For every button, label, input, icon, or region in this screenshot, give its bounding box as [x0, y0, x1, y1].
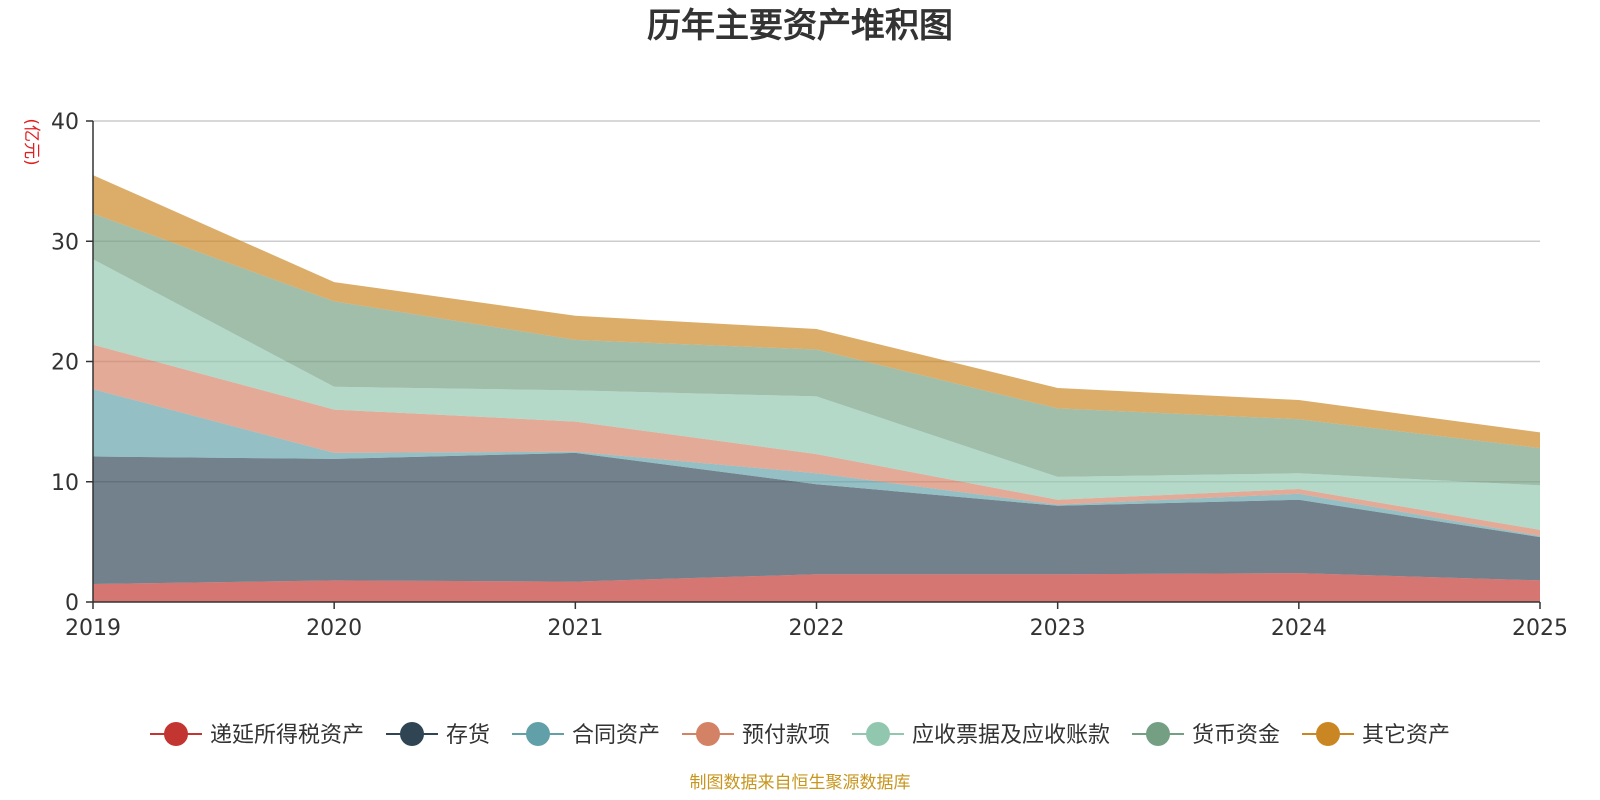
area-series-group [93, 175, 1540, 602]
legend-label-0: 递延所得税资产 [210, 723, 364, 748]
legend-marker-4 [866, 722, 890, 746]
legend-item-1[interactable]: 存货 [386, 722, 490, 748]
x-tick-label-2022: 2022 [789, 616, 845, 641]
x-tick-label-2024: 2024 [1271, 616, 1327, 641]
x-tick-label-2019: 2019 [65, 616, 121, 641]
y-tick-label-30: 30 [51, 230, 79, 255]
legend-item-5[interactable]: 货币资金 [1132, 722, 1280, 748]
legend-marker-0 [164, 722, 188, 746]
legend-label-1: 存货 [446, 723, 490, 748]
legend-item-3[interactable]: 预付款项 [682, 722, 830, 748]
legend-label-5: 货币资金 [1192, 723, 1280, 748]
y-tick-label-0: 0 [65, 591, 79, 616]
legend-marker-2 [526, 722, 550, 746]
x-tick-label-2025: 2025 [1512, 616, 1568, 641]
x-tick-label-2020: 2020 [306, 616, 362, 641]
legend-item-2[interactable]: 合同资产 [512, 722, 660, 748]
legend-marker-1 [400, 722, 424, 746]
y-tick-label-10: 10 [51, 471, 79, 496]
legend-label-3: 预付款项 [742, 723, 830, 748]
legend-marker-3 [696, 722, 720, 746]
x-tick-label-2023: 2023 [1030, 616, 1086, 641]
y-tick-label-40: 40 [51, 110, 79, 135]
area-series-0[interactable] [93, 573, 1540, 602]
legend-item-4[interactable]: 应收票据及应收账款 [852, 722, 1110, 748]
axes: 0 10 20 30 40 2019 2020 2021 2022 2023 2024 2025 [51, 110, 1568, 641]
area-series-4[interactable] [93, 259, 1540, 530]
y-tick-label-20: 20 [51, 351, 79, 376]
area-series-6[interactable] [93, 175, 1540, 449]
y-axis-unit-label: (亿元) [21, 118, 41, 165]
legend-marker-5 [1146, 722, 1170, 746]
x-tick-label-2021: 2021 [547, 616, 603, 641]
legend-label-2: 合同资产 [572, 723, 660, 748]
legend-label-4: 应收票据及应收账款 [912, 723, 1110, 748]
legend-marker-6 [1316, 722, 1340, 746]
area-series-1[interactable] [93, 452, 1540, 584]
chart-title: 历年主要资产堆积图 [647, 6, 953, 46]
area-series-3[interactable] [93, 344, 1540, 536]
legend-label-6: 其它资产 [1362, 723, 1450, 748]
legend-item-6[interactable]: 其它资产 [1302, 722, 1450, 748]
data-source-note: 制图数据来自恒生聚源数据库 [690, 773, 911, 793]
area-series-2[interactable] [93, 389, 1540, 538]
legend-item-0[interactable]: 递延所得税资产 [150, 722, 364, 748]
legend: 递延所得税资产 存货 合同资产 预付款项 应收票据及应收账款 货币资金 其它资产 [150, 722, 1450, 748]
